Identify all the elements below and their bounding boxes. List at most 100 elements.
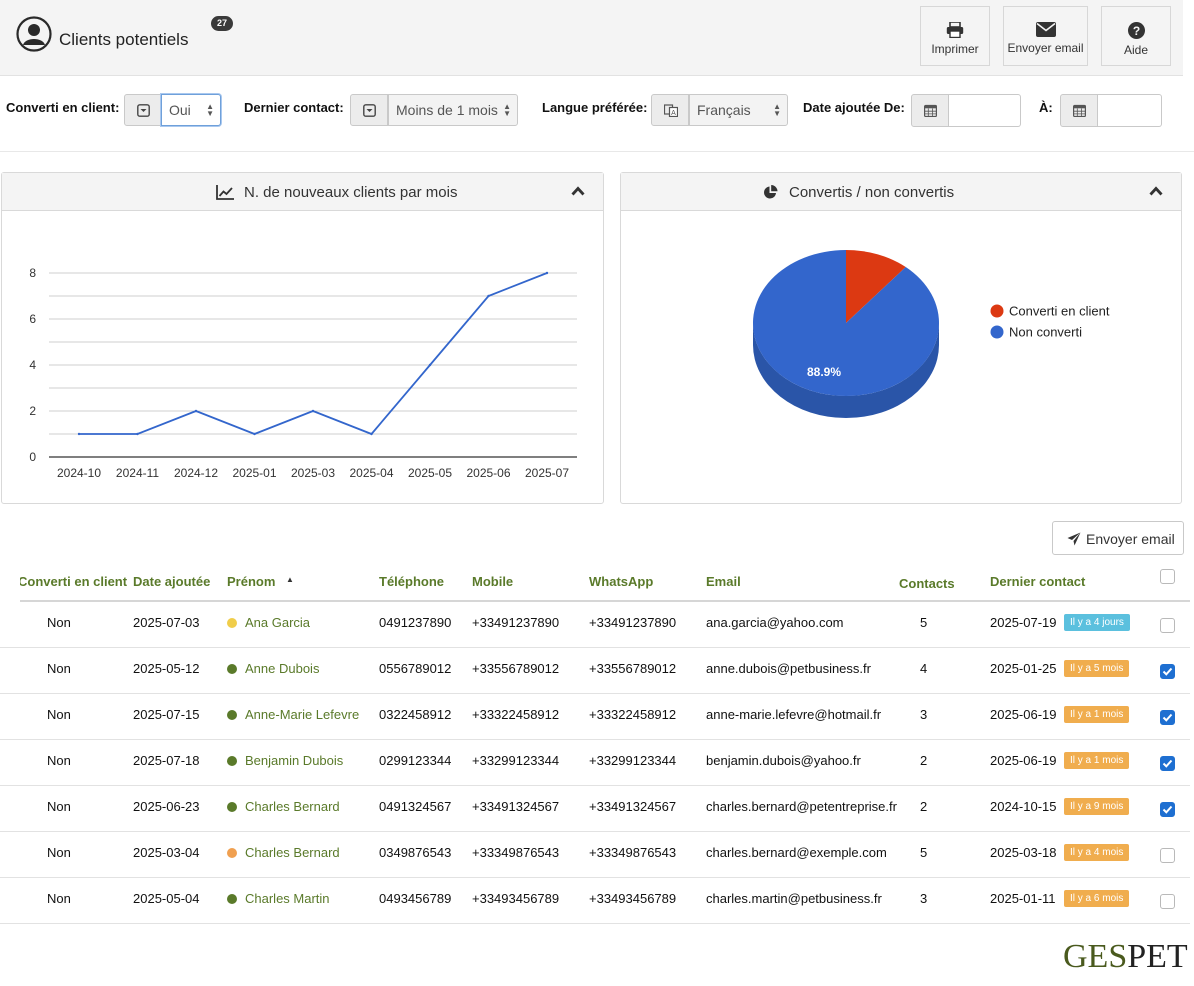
whatsapp-cell: +33491324567 bbox=[589, 799, 677, 814]
converted-cell: Non bbox=[47, 661, 71, 676]
converted-cell: Non bbox=[47, 845, 71, 860]
date-to-input[interactable] bbox=[1098, 94, 1162, 127]
date-from-input[interactable] bbox=[949, 94, 1021, 127]
column-header-email[interactable]: Email bbox=[706, 574, 741, 589]
send-email-header-button[interactable]: Envoyer email bbox=[1003, 6, 1088, 66]
client-name-link[interactable]: Anne Dubois bbox=[245, 661, 320, 676]
row-checkbox[interactable] bbox=[1160, 848, 1175, 863]
column-header-first-name[interactable]: Prénom bbox=[227, 574, 276, 589]
date-added-cell: 2025-05-04 bbox=[133, 891, 200, 906]
data-point bbox=[136, 432, 139, 436]
converted-filter-label: Converti en client: bbox=[6, 100, 120, 115]
date-added-cell: 2025-06-23 bbox=[133, 799, 200, 814]
language-filter-select[interactable]: Français ▲ ▼ bbox=[689, 94, 788, 126]
client-name-link[interactable]: Anne-Marie Lefevre bbox=[245, 707, 360, 722]
time-ago-badge: Il y a 1 mois bbox=[1064, 706, 1130, 723]
column-header-date-added[interactable]: Date ajoutée bbox=[133, 574, 211, 589]
table-row[interactable]: Non 2025-03-04 Charles Bernard 0349876543 +3… bbox=[0, 832, 1190, 878]
data-point bbox=[545, 271, 549, 275]
phone-cell: 0349876543 bbox=[379, 845, 452, 860]
whatsapp-cell: +33556789012 bbox=[589, 661, 677, 676]
sort-ascending-icon[interactable]: ▲ bbox=[286, 575, 294, 584]
contacts-cell: 5 bbox=[920, 845, 928, 860]
data-point bbox=[487, 294, 490, 298]
line-chart-icon bbox=[216, 185, 234, 200]
column-header-last-contact[interactable]: Dernier contact bbox=[990, 574, 1086, 589]
chevron-up-icon[interactable] bbox=[1149, 186, 1163, 196]
table-row[interactable]: Non 2025-05-04 Charles Martin 0493456789 +33… bbox=[0, 878, 1190, 924]
contacts-cell: 3 bbox=[920, 707, 928, 722]
client-name-link[interactable]: Charles Bernard bbox=[245, 799, 340, 814]
gespet-logo: GESPET bbox=[1063, 938, 1188, 976]
send-email-button[interactable]: Envoyer email bbox=[1052, 521, 1184, 555]
y-tick-label: 2 bbox=[29, 404, 36, 418]
print-icon bbox=[946, 22, 964, 38]
email-cell: anne-marie.lefevre@hotmail.fr bbox=[706, 707, 882, 722]
converted-filter-select[interactable]: Oui ▲ ▼ bbox=[161, 94, 221, 126]
last-contact-cell: 2025-01-11 bbox=[990, 891, 1056, 906]
email-cell: benjamin.dubois@yahoo.fr bbox=[706, 753, 861, 768]
row-checkbox[interactable] bbox=[1160, 618, 1175, 633]
column-header-mobile[interactable]: Mobile bbox=[472, 574, 514, 589]
envelope-icon bbox=[1035, 22, 1056, 37]
last-contact-filter-label: Dernier contact: bbox=[244, 100, 344, 115]
row-checkbox[interactable] bbox=[1160, 802, 1175, 817]
table-row[interactable]: Non 2025-06-23 Charles Bernard 0491324567 +3… bbox=[0, 786, 1190, 832]
last-contact-filter-addon bbox=[350, 94, 388, 126]
pie-slice bbox=[846, 250, 906, 323]
chevron-up-icon[interactable] bbox=[571, 186, 585, 196]
last-contact-cell: 2024-10-15 bbox=[990, 799, 1057, 814]
mobile-cell: +33491324567 bbox=[472, 799, 560, 814]
user-icon bbox=[16, 16, 52, 52]
table-row[interactable]: Non 2025-07-18 Benjamin Dubois 0299123344 +3… bbox=[0, 740, 1190, 786]
print-button[interactable]: Imprimer bbox=[920, 6, 990, 66]
column-header-whatsapp[interactable]: WhatsApp bbox=[589, 574, 654, 589]
help-button[interactable]: ? Aide bbox=[1101, 6, 1171, 66]
send-email-header-label: Envoyer email bbox=[1007, 41, 1084, 55]
time-ago-badge: Il y a 5 mois bbox=[1064, 660, 1130, 677]
row-checkbox[interactable] bbox=[1160, 756, 1175, 771]
new-clients-panel-title: N. de nouveaux clients par mois bbox=[244, 184, 458, 201]
help-label: Aide bbox=[1123, 43, 1149, 57]
table-row[interactable]: Non 2025-07-03 Ana Garcia 0491237890 +334912… bbox=[0, 602, 1190, 648]
conversion-panel-header: Convertis / non convertis bbox=[621, 173, 1181, 211]
row-checkbox[interactable] bbox=[1160, 710, 1175, 725]
row-checkbox[interactable] bbox=[1160, 664, 1175, 679]
email-cell: anne.dubois@petbusiness.fr bbox=[706, 661, 871, 676]
client-name-link[interactable]: Ana Garcia bbox=[245, 615, 311, 630]
y-tick-label: 4 bbox=[29, 358, 36, 372]
conversion-panel-title: Convertis / non convertis bbox=[789, 184, 955, 201]
y-tick-label: 6 bbox=[29, 312, 36, 326]
select-arrows-icon: ▲ ▼ bbox=[206, 102, 214, 118]
whatsapp-cell: +33491237890 bbox=[589, 615, 677, 630]
status-dot bbox=[227, 618, 237, 628]
language-filter-addon: A bbox=[651, 94, 689, 126]
last-contact-filter-select[interactable]: Moins de 1 mois ▲ ▼ bbox=[388, 94, 518, 126]
time-ago-badge: Il y a 1 mois bbox=[1064, 752, 1130, 769]
x-tick-label: 2025-01 bbox=[232, 466, 276, 480]
new-clients-panel-header: N. de nouveaux clients par mois bbox=[2, 173, 603, 211]
conversion-pie-chart: 88.9% Converti en client Non converti bbox=[753, 250, 1110, 418]
checkmark-icon bbox=[1162, 667, 1173, 676]
row-checkbox[interactable] bbox=[1160, 894, 1175, 909]
column-header-contacts[interactable]: Contacts bbox=[899, 576, 955, 591]
table-row[interactable]: Non 2025-07-15 Anne-Marie Lefevre 032245891… bbox=[0, 694, 1190, 740]
data-point bbox=[194, 409, 198, 413]
whatsapp-cell: +33322458912 bbox=[589, 707, 677, 722]
client-name-link[interactable]: Charles Martin bbox=[245, 891, 330, 906]
column-header-converted[interactable]: Converti en client bbox=[18, 574, 128, 589]
converted-cell: Non bbox=[47, 799, 71, 814]
select-all-checkbox[interactable] bbox=[1160, 569, 1175, 584]
client-name-link[interactable]: Charles Bernard bbox=[245, 845, 340, 860]
conversion-panel: Convertis / non convertis 88.9% Converti … bbox=[620, 172, 1182, 504]
time-ago-badge: Il y a 6 mois bbox=[1064, 890, 1130, 907]
legend-swatch bbox=[990, 325, 1004, 339]
phone-cell: 0299123344 bbox=[379, 753, 452, 768]
column-header-phone[interactable]: Téléphone bbox=[379, 574, 445, 589]
client-name-link[interactable]: Benjamin Dubois bbox=[245, 753, 344, 768]
y-tick-label: 0 bbox=[29, 450, 36, 464]
table-row[interactable]: Non 2025-05-12 Anne Dubois 0556789012 +33556… bbox=[0, 648, 1190, 694]
paper-plane-icon bbox=[1067, 532, 1081, 546]
new-clients-line-chart: 0 2 4 6 8 2024-10 2024-11 2024-12 2025-01 2025-03… bbox=[29, 266, 577, 480]
mobile-cell: +33349876543 bbox=[472, 845, 560, 860]
